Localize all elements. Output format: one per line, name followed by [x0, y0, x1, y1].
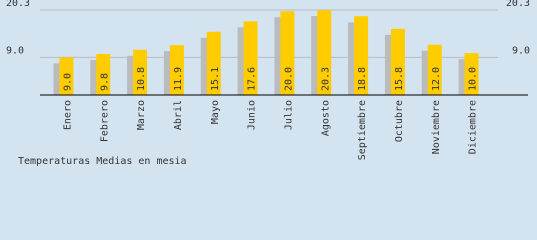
value-label: 15.1 [210, 67, 221, 91]
bar [354, 16, 369, 95]
bar [464, 53, 479, 95]
x-tick-label: Noviembre [431, 100, 442, 154]
bar [59, 57, 74, 95]
value-label: 17.6 [247, 67, 258, 91]
bar [169, 45, 184, 95]
value-label: 9.8 [99, 73, 110, 91]
bar [206, 31, 221, 95]
x-tick-label: Diciembre [468, 100, 479, 154]
x-tick-label: Septiembre [357, 100, 368, 160]
y-tick-label: 9.0 [512, 45, 530, 56]
value-label: 18.8 [357, 67, 368, 91]
value-label: 20.0 [283, 67, 294, 91]
y-tick-label: 20.3 [506, 0, 530, 9]
y-tick-label: 9.0 [6, 45, 24, 56]
x-tick-label: Mayo [210, 100, 221, 124]
x-tick-label: Octubre [394, 100, 405, 142]
value-label: 9.0 [62, 73, 73, 91]
x-tick-label: Marzo [136, 100, 147, 130]
y-tick-label: 20.3 [6, 0, 30, 9]
value-label: 12.0 [431, 67, 442, 91]
bar [280, 11, 295, 96]
x-tick-label: Junio [247, 100, 258, 130]
bar [96, 53, 111, 95]
x-tick-label: Julio [283, 100, 294, 130]
bar [243, 21, 258, 95]
value-label: 11.9 [173, 67, 184, 91]
x-tick-label: Abril [173, 100, 184, 130]
bar [317, 10, 332, 95]
x-tick-label: Enero [62, 100, 73, 130]
value-label: 10.0 [468, 67, 479, 91]
chart: Temperaturas Medias en mesia 9.0 9.0 20.3 2… [0, 0, 537, 174]
bar [390, 28, 405, 96]
value-label: 10.8 [136, 67, 147, 91]
bar [133, 49, 148, 95]
chart-title: Temperaturas Medias en mesia [18, 156, 187, 167]
value-label: 15.8 [394, 67, 405, 91]
x-tick-label: Agosto [320, 100, 331, 136]
bar [427, 44, 442, 95]
x-tick-label: Febrero [99, 100, 110, 142]
background [0, 0, 537, 174]
value-label: 20.3 [320, 67, 331, 91]
